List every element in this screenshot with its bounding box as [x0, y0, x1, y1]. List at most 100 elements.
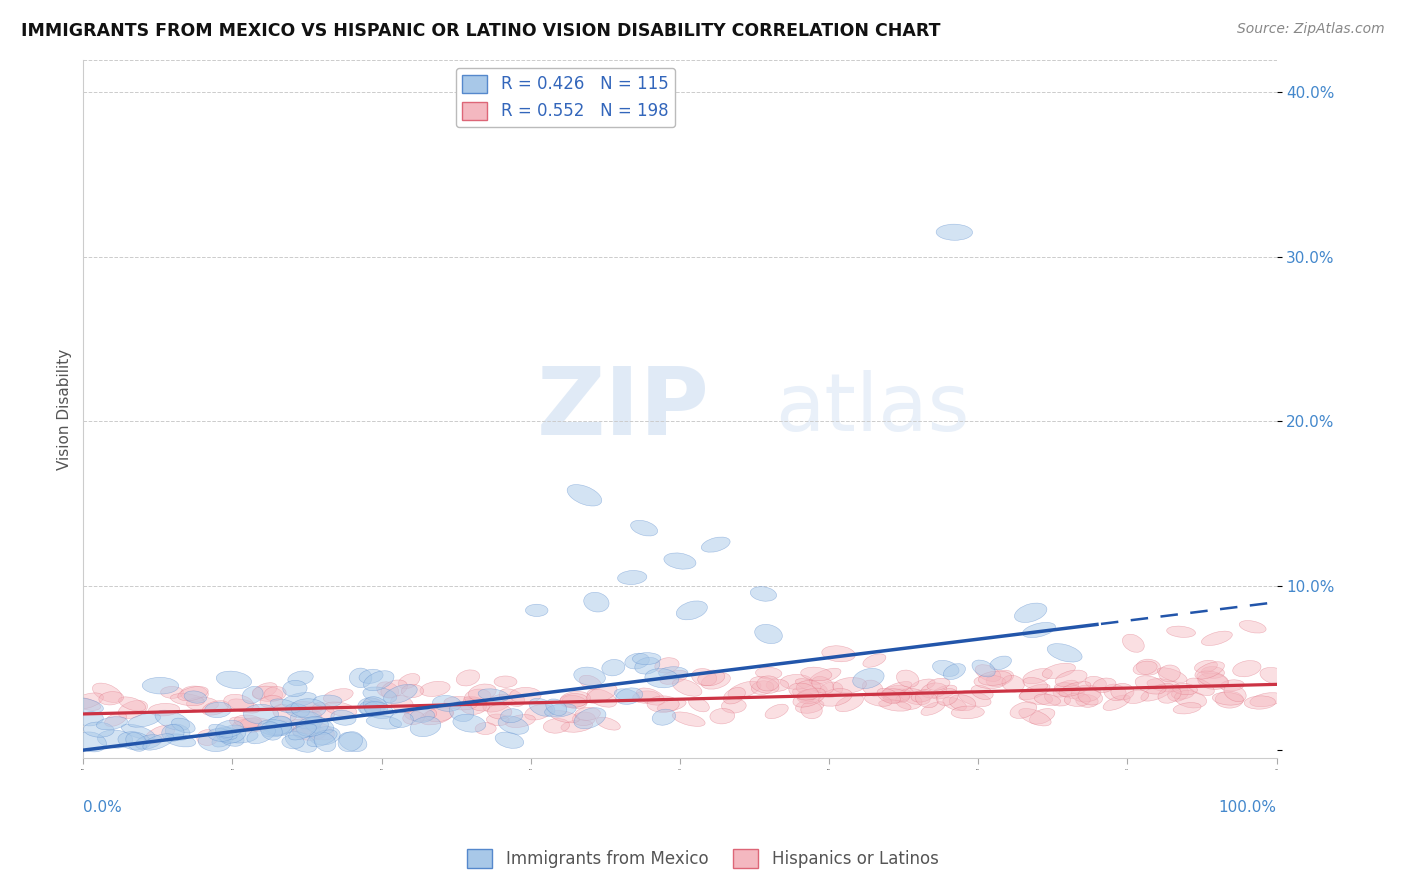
- Ellipse shape: [219, 725, 246, 743]
- Ellipse shape: [247, 726, 276, 744]
- Ellipse shape: [209, 724, 238, 739]
- Ellipse shape: [359, 669, 382, 683]
- Ellipse shape: [921, 683, 946, 698]
- Ellipse shape: [544, 704, 576, 717]
- Ellipse shape: [457, 670, 479, 686]
- Ellipse shape: [943, 664, 966, 680]
- Ellipse shape: [281, 735, 304, 748]
- Ellipse shape: [1244, 696, 1275, 709]
- Ellipse shape: [377, 681, 399, 698]
- Ellipse shape: [232, 718, 262, 731]
- Ellipse shape: [863, 654, 886, 667]
- Ellipse shape: [266, 716, 292, 735]
- Ellipse shape: [363, 697, 388, 715]
- Ellipse shape: [260, 722, 283, 740]
- Ellipse shape: [1045, 690, 1070, 706]
- Ellipse shape: [915, 691, 938, 707]
- Ellipse shape: [1035, 694, 1060, 706]
- Ellipse shape: [897, 670, 920, 687]
- Ellipse shape: [820, 682, 842, 698]
- Ellipse shape: [1019, 690, 1053, 705]
- Ellipse shape: [314, 695, 342, 707]
- Ellipse shape: [170, 693, 204, 706]
- Ellipse shape: [710, 708, 735, 724]
- Ellipse shape: [498, 716, 529, 734]
- Ellipse shape: [83, 722, 114, 737]
- Ellipse shape: [104, 713, 127, 726]
- Ellipse shape: [177, 687, 208, 701]
- Ellipse shape: [1167, 685, 1188, 701]
- Ellipse shape: [405, 706, 437, 722]
- Ellipse shape: [488, 705, 512, 719]
- Ellipse shape: [976, 665, 1001, 681]
- Ellipse shape: [927, 678, 950, 690]
- Ellipse shape: [118, 700, 148, 719]
- Text: ZIP: ZIP: [537, 363, 710, 455]
- Ellipse shape: [229, 699, 260, 713]
- Ellipse shape: [243, 705, 278, 724]
- Ellipse shape: [751, 681, 773, 695]
- Ellipse shape: [363, 671, 394, 690]
- Ellipse shape: [952, 706, 984, 719]
- Ellipse shape: [986, 670, 1014, 687]
- Ellipse shape: [796, 699, 824, 714]
- Ellipse shape: [72, 693, 104, 709]
- Ellipse shape: [932, 660, 959, 676]
- Ellipse shape: [575, 707, 600, 721]
- Ellipse shape: [1187, 678, 1215, 696]
- Ellipse shape: [766, 679, 789, 691]
- Ellipse shape: [1136, 659, 1160, 675]
- Ellipse shape: [1133, 661, 1157, 675]
- Ellipse shape: [450, 702, 474, 722]
- Ellipse shape: [796, 679, 827, 692]
- Ellipse shape: [444, 697, 478, 710]
- Ellipse shape: [596, 717, 620, 731]
- Ellipse shape: [143, 734, 174, 750]
- Ellipse shape: [323, 689, 353, 703]
- Ellipse shape: [911, 679, 935, 691]
- Ellipse shape: [125, 732, 148, 751]
- Text: atlas: atlas: [775, 370, 970, 448]
- Ellipse shape: [198, 732, 231, 752]
- Ellipse shape: [1159, 665, 1180, 682]
- Ellipse shape: [297, 709, 322, 721]
- Ellipse shape: [900, 689, 931, 705]
- Ellipse shape: [349, 668, 371, 688]
- Ellipse shape: [464, 689, 491, 705]
- Ellipse shape: [655, 657, 679, 673]
- Ellipse shape: [1123, 690, 1149, 704]
- Ellipse shape: [664, 553, 696, 569]
- Ellipse shape: [509, 688, 541, 703]
- Ellipse shape: [505, 714, 536, 728]
- Ellipse shape: [290, 711, 322, 729]
- Ellipse shape: [1239, 621, 1265, 633]
- Ellipse shape: [184, 691, 207, 703]
- Ellipse shape: [98, 691, 124, 705]
- Ellipse shape: [972, 660, 995, 677]
- Ellipse shape: [93, 683, 122, 703]
- Ellipse shape: [880, 689, 910, 703]
- Ellipse shape: [260, 696, 283, 707]
- Ellipse shape: [197, 730, 218, 746]
- Ellipse shape: [1202, 666, 1225, 678]
- Ellipse shape: [659, 671, 688, 684]
- Ellipse shape: [128, 714, 160, 727]
- Ellipse shape: [285, 731, 316, 752]
- Ellipse shape: [1135, 676, 1166, 694]
- Ellipse shape: [602, 659, 624, 676]
- Ellipse shape: [672, 679, 702, 697]
- Ellipse shape: [702, 537, 730, 552]
- Ellipse shape: [149, 704, 180, 716]
- Ellipse shape: [288, 671, 314, 686]
- Ellipse shape: [1022, 669, 1052, 684]
- Ellipse shape: [883, 689, 911, 703]
- Ellipse shape: [617, 571, 647, 584]
- Ellipse shape: [645, 669, 679, 688]
- Ellipse shape: [936, 689, 959, 706]
- Ellipse shape: [1220, 680, 1244, 691]
- Ellipse shape: [187, 698, 218, 711]
- Ellipse shape: [1104, 684, 1126, 700]
- Ellipse shape: [728, 681, 761, 698]
- Ellipse shape: [330, 710, 356, 725]
- Ellipse shape: [257, 720, 292, 736]
